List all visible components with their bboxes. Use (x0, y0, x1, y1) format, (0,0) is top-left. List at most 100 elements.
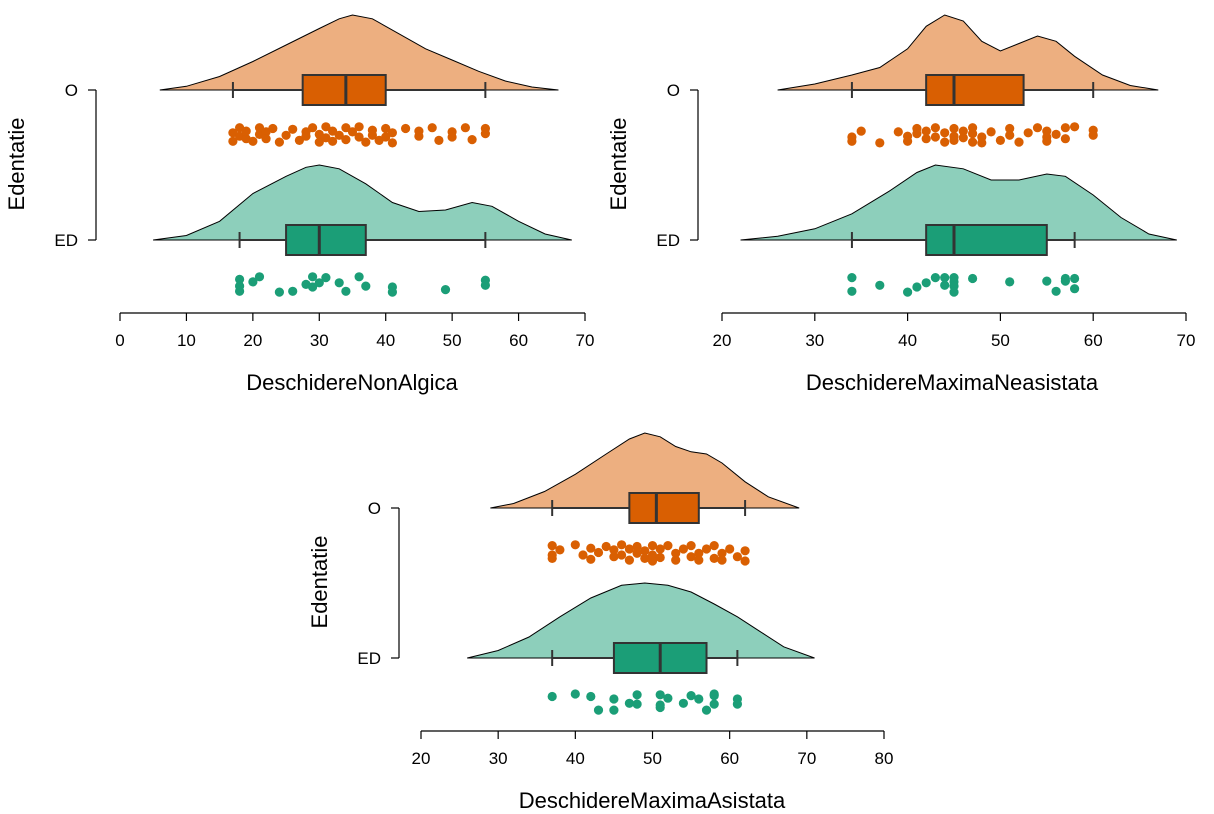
rain-point-o (740, 546, 750, 556)
rain-point-ed (655, 702, 665, 713)
rain-point-ed (632, 690, 642, 700)
rain-point-o (570, 540, 580, 550)
rain-point-ed (235, 274, 245, 284)
x-tick-label: 30 (805, 331, 824, 350)
rain-point-o (912, 129, 922, 139)
x-tick-label: 70 (576, 331, 595, 350)
rain-point-o (940, 128, 950, 138)
rain-point-o (1051, 129, 1061, 139)
rain-point-o (995, 135, 1006, 145)
rain-point-o (228, 136, 238, 146)
rain-point-ed (875, 280, 885, 290)
rain-point-o (1005, 130, 1015, 140)
rain-point-o (717, 548, 727, 558)
rain-point-o (401, 123, 411, 134)
rain-point-o (381, 132, 391, 142)
rain-point-ed (912, 282, 922, 292)
x-tick-label: 60 (1084, 331, 1103, 350)
rain-point-o (321, 122, 331, 132)
rain-point-o (1014, 137, 1024, 147)
y-axis-title: Edentatie (606, 118, 631, 211)
rain-point-ed (1070, 273, 1080, 284)
box-ed (285, 224, 367, 256)
rain-point-o (381, 123, 391, 134)
rain-point-o (328, 126, 338, 136)
rain-point-ed (440, 285, 451, 295)
rain-point-o (547, 541, 557, 551)
rain-point-o (1023, 128, 1033, 138)
rain-point-o (655, 544, 665, 554)
x-tick-label: 40 (898, 331, 917, 350)
rain-point-o (361, 137, 371, 147)
x-axis-title: DeschidereNonAlgica (246, 370, 458, 395)
rain-point-o (586, 543, 596, 553)
rain-point-o (725, 544, 735, 554)
rain-point-o (387, 128, 397, 138)
rain-point-o (1060, 134, 1070, 144)
x-tick-label: 30 (489, 749, 508, 768)
rain-point-ed (655, 690, 665, 700)
rain-point-o (268, 123, 278, 134)
box-o (301, 74, 387, 106)
category-label-o: O (667, 81, 680, 100)
x-tick-label: 50 (643, 749, 662, 768)
rain-point-ed (930, 273, 941, 283)
x-tick-label: 0 (115, 331, 124, 350)
rain-point-o (847, 136, 857, 146)
panel-deschidere-non-algica: Edentatie DeschidereNonAlgica O ED 0 10 20 30… (4, 14, 595, 395)
rain-point-o (414, 126, 424, 136)
rain-point-o (671, 555, 681, 565)
rain-point-ed (1042, 276, 1052, 286)
rain-point-ed (274, 287, 284, 297)
category-label-o: O (368, 499, 381, 518)
rain-point-o (958, 126, 968, 136)
rain-point-ed (361, 281, 371, 291)
rain-point-o (288, 124, 298, 134)
rain-point-ed (940, 273, 950, 283)
rain-point-o (671, 548, 681, 558)
rain-point-o (447, 132, 457, 142)
rain-point-ed (354, 272, 364, 282)
rain-point-ed (254, 272, 265, 282)
rain-point-o (986, 127, 996, 137)
panel-deschidere-maxima-asistata: Edentatie DeschidereMaximaAsistata O ED 20… (307, 432, 893, 813)
rain-point-o (334, 130, 344, 140)
rain-point-o (341, 123, 351, 133)
rain-point-ed (308, 272, 318, 282)
rain-point-o (663, 541, 673, 551)
rain-point-ed (847, 273, 857, 283)
rain-point-o (740, 556, 750, 566)
rain-point-o (958, 133, 968, 143)
rain-point-ed (709, 699, 719, 709)
rain-point-o (686, 541, 696, 551)
rain-point-o (930, 132, 941, 142)
rain-point-o (930, 123, 941, 133)
rain-point-ed (921, 278, 931, 288)
rain-point-o (593, 547, 604, 558)
x-axis-title: DeschidereMaximaAsistata (519, 788, 786, 813)
rain-point-ed (968, 273, 978, 284)
rain-point-o (875, 138, 885, 148)
rain-point-o (281, 130, 291, 140)
rain-point-ed (678, 698, 689, 708)
rain-point-o (640, 546, 650, 556)
x-tick-label: 60 (509, 331, 528, 350)
rain-point-o (467, 135, 477, 145)
rain-point-o (856, 126, 866, 136)
rain-point-ed (547, 691, 557, 702)
category-label-ed: ED (656, 231, 680, 250)
rain-point-o (347, 127, 358, 137)
rain-point-o (261, 134, 271, 144)
category-label-o: O (65, 81, 78, 100)
rain-point-o (354, 122, 364, 132)
rain-point-o (717, 555, 727, 565)
category-label-ed: ED (54, 231, 78, 250)
rain-point-ed (341, 286, 351, 296)
rain-point-o (367, 130, 377, 140)
x-tick-label: 40 (566, 749, 585, 768)
density-cloud-o (159, 14, 559, 91)
rain-point-o (949, 123, 959, 134)
rain-point-o (647, 541, 658, 551)
rain-point-o (640, 553, 650, 564)
